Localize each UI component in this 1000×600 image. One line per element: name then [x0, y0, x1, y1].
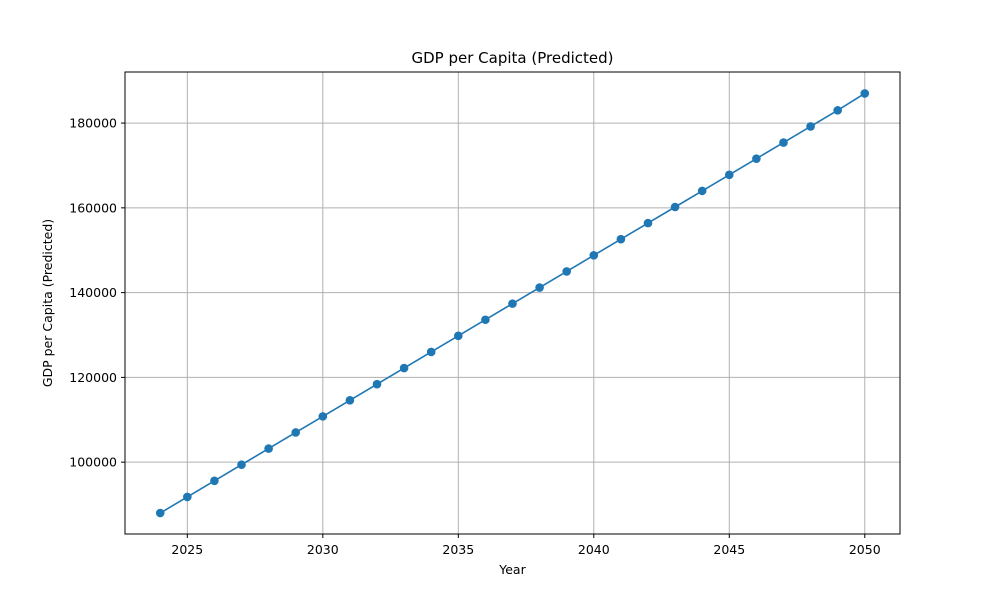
data-point [399, 363, 409, 373]
data-point [752, 154, 761, 163]
data-point [589, 251, 599, 260]
data-point [183, 492, 192, 502]
y-axis-label: GDP per Capita (Predicted) [40, 219, 55, 387]
plot-frame [124, 71, 901, 535]
data-point [670, 202, 680, 212]
data-point [318, 412, 328, 421]
y-tick-label: 100000 [69, 455, 117, 470]
data-point [291, 428, 301, 437]
data-point [481, 315, 490, 325]
x-axis: 2025 2030 2035 2040 2045 2050 [171, 534, 881, 557]
data-point [535, 283, 544, 292]
data-point [860, 89, 870, 98]
y-tick-label: 120000 [69, 370, 117, 385]
y-tick-label: 140000 [69, 285, 117, 300]
x-tick-label: 2045 [713, 542, 745, 557]
data-point [724, 170, 734, 180]
data-point [210, 476, 219, 486]
data-point [454, 331, 463, 341]
grid-layer [125, 72, 900, 534]
data-point [155, 508, 165, 518]
data-point [237, 460, 246, 470]
x-tick-label: 2035 [442, 542, 474, 557]
x-tick-label: 2025 [171, 542, 203, 557]
data-point [833, 106, 842, 115]
x-tick-label: 2030 [307, 542, 339, 557]
x-axis-label: Year [498, 562, 526, 577]
data-point [806, 122, 815, 131]
y-axis: 100000 120000 140000 160000 180000 [69, 116, 125, 470]
x-tick-label: 2050 [849, 542, 881, 557]
data-point [697, 186, 707, 196]
data-point [264, 444, 273, 453]
data-point [372, 379, 382, 389]
x-tick-label: 2040 [578, 542, 610, 557]
chart-title: GDP per Capita (Predicted) [412, 49, 614, 67]
y-tick-label: 180000 [69, 116, 117, 131]
series-layer [155, 89, 870, 518]
data-point [426, 347, 436, 357]
data-point [345, 395, 355, 405]
data-point [643, 218, 653, 228]
y-tick-label: 160000 [69, 200, 117, 215]
data-point [508, 299, 517, 308]
data-point [616, 234, 626, 244]
data-point [562, 267, 571, 276]
data-point [779, 138, 788, 147]
